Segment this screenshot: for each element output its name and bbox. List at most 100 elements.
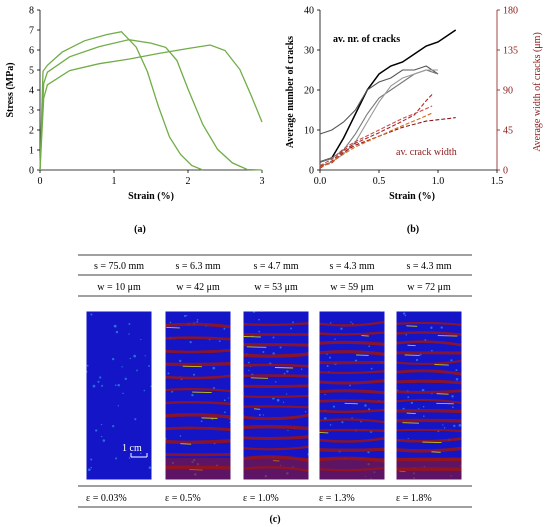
panel-b-series-line-6 — [319, 94, 433, 169]
dic-speckle — [128, 322, 131, 325]
dic-speckle — [171, 390, 174, 393]
panel-b-x-ticks: 0.0 0.5 1.0 1.5 — [314, 170, 504, 187]
dic-speckle — [122, 392, 124, 395]
dic-speckle — [111, 357, 115, 361]
dic-speckle — [90, 458, 93, 461]
panel-b-right-tick-label: 45 — [503, 126, 513, 137]
crack-band — [318, 399, 386, 404]
crack-highlight — [402, 422, 419, 424]
strain-value: ε = 0.5% — [165, 493, 201, 504]
panel-b-left-ticks: 0 10 20 30 40 — [304, 6, 320, 177]
crack-highlight — [406, 412, 416, 414]
dic-speckle — [90, 313, 93, 316]
dic-image-frame — [85, 310, 153, 481]
crack-dense-zone — [396, 458, 462, 480]
panel-a-x-tick-label: 2 — [186, 176, 191, 187]
crack-band — [395, 409, 463, 414]
dic-speckle — [329, 322, 332, 324]
panel-a-y-tick-label: 7 — [29, 26, 34, 37]
panel-a-x-label: Strain (%) — [128, 191, 174, 202]
crack-band — [242, 363, 310, 368]
crack-image-column-1: s = 75.0 mm w = 10 μm ε = 0.03% — [85, 261, 153, 504]
dic-speckle — [262, 350, 265, 354]
dic-speckle — [326, 364, 329, 367]
crack-dense-zone — [165, 458, 231, 480]
crack-band — [242, 445, 310, 451]
dic-speckle — [223, 327, 226, 330]
dic-image-frame — [395, 310, 463, 481]
dic-speckle — [148, 466, 152, 469]
dic-speckle — [407, 437, 409, 440]
dic-speckle — [258, 414, 261, 416]
panel-a-x-ticks: 0 1 2 3 — [38, 170, 265, 187]
dic-image-background — [319, 311, 385, 480]
dic-speckle — [102, 439, 106, 442]
dic-speckle — [431, 349, 433, 352]
crack-band — [395, 437, 463, 443]
dic-speckle — [191, 393, 194, 397]
crack-highlight — [404, 354, 420, 356]
dic-speckle — [283, 372, 286, 375]
panel-a-x-tick-label: 1 — [112, 176, 117, 187]
dic-speckle — [258, 330, 261, 333]
panel-b-left-tick-label: 0 — [309, 166, 314, 177]
strain-value: ε = 1.0% — [243, 493, 279, 504]
crack-band — [318, 340, 386, 346]
dic-speckle — [97, 380, 100, 383]
dic-image-background — [86, 311, 152, 480]
dic-speckle — [282, 401, 285, 403]
panel-b-series-line-1 — [319, 29, 457, 163]
spacing-value: s = 4.3 mm — [406, 261, 451, 272]
dic-speckle — [370, 367, 373, 370]
panel-b-x-tick-label: 1.5 — [491, 176, 504, 187]
crack-highlight — [319, 431, 329, 434]
panel-a-stress-strain-chart: 0 1 2 3 4 5 6 7 8 0 1 2 3 Strain (%) Stress (MPa) (… — [5, 6, 265, 236]
crack-highlight — [180, 443, 192, 445]
dic-speckle — [101, 384, 104, 387]
panel-a-y-tick-label: 4 — [29, 86, 34, 97]
dic-speckle — [100, 423, 103, 426]
crack-band — [242, 424, 310, 431]
panel-b-series-line-4 — [319, 69, 438, 167]
crack-band — [395, 446, 463, 453]
crack-band — [395, 331, 463, 336]
panel-b-left-y-label: Average number of cracks — [285, 36, 296, 148]
dic-speckle — [423, 415, 425, 417]
dic-speckle — [212, 366, 216, 370]
panel-b-series — [319, 29, 457, 169]
panel-a-y-tick-label: 5 — [29, 66, 34, 77]
dic-speckle — [334, 338, 336, 340]
dic-speckle — [450, 359, 453, 362]
crack-band — [164, 439, 232, 445]
dic-speckle — [453, 424, 456, 428]
strain-value: ε = 1.8% — [396, 493, 432, 504]
crack-highlight — [434, 364, 449, 366]
panel-a-series-line-1 — [39, 30, 204, 171]
dic-speckle — [114, 384, 117, 387]
crack-band — [395, 418, 463, 423]
dic-speckle — [276, 398, 280, 402]
crack-band — [242, 413, 310, 421]
crack-band — [164, 322, 232, 329]
crack-highlight — [344, 402, 358, 405]
panel-b-cracks-chart: 0 10 20 30 40 0 45 90 135 180 0.0 0.5 1.0 1.5 av. n… — [285, 6, 543, 236]
dic-speckle — [129, 357, 132, 360]
crack-image-column-4: s = 4.3 mm w = 59 μm ε = 1.3% — [318, 261, 386, 504]
panel-a-y-tick-label: 2 — [29, 126, 34, 137]
dic-speckle — [169, 321, 172, 324]
dic-speckle — [196, 318, 199, 321]
crack-image-columns: s = 75.0 mm w = 10 μm ε = 0.03% s = 6.3 mm w… — [85, 261, 463, 504]
spacing-value: s = 75.0 mm — [94, 261, 144, 272]
panel-b-x-tick-label: 0.0 — [314, 176, 327, 187]
panel-b-left-tick-label: 20 — [304, 86, 314, 97]
crack-band — [318, 408, 386, 414]
crack-band — [164, 413, 232, 419]
crack-band — [395, 398, 463, 405]
dic-speckle — [227, 397, 229, 399]
annotation-av-nr-cracks: av. nr. of cracks — [333, 34, 400, 45]
dic-speckle — [196, 320, 199, 323]
dic-speckle — [128, 457, 131, 459]
crack-band — [164, 426, 232, 432]
panel-a-y-tick-label: 8 — [29, 6, 34, 17]
dic-speckle — [274, 381, 277, 383]
